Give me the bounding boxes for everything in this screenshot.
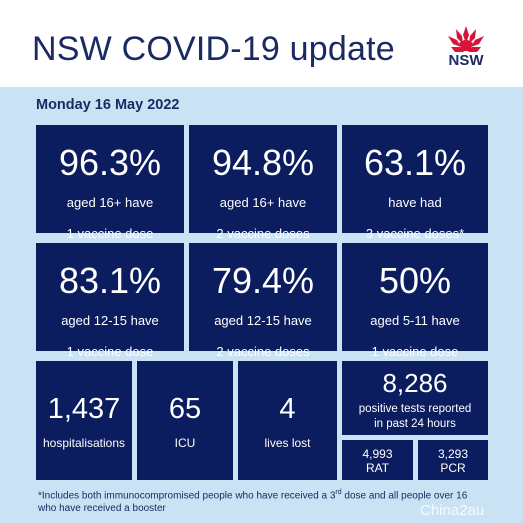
stat-label: 3 vaccine doses* (365, 226, 465, 241)
positive-tests-card: 8,286 positive tests reported in past 24… (342, 361, 488, 435)
logo-text: NSW (448, 52, 484, 69)
waratah-logo-icon (448, 26, 484, 52)
stat-label: aged 5-11 have (370, 313, 460, 328)
stat-value: 96.3% (58, 142, 162, 183)
stat-value: 3,293 (437, 447, 469, 461)
footnote-superscript: rd (335, 489, 342, 496)
stat-label: 1 vaccine dose (66, 344, 154, 359)
stat-label: hospitalisations (42, 436, 126, 450)
hospitalisations-card: 1,437 hospitalisations (36, 361, 132, 480)
icu-card: 65 ICU (137, 361, 233, 480)
footnote: *Includes both immunocompromised people … (38, 486, 488, 515)
stat-value: 83.1% (58, 260, 162, 301)
stat-label: 1 vaccine dose (371, 344, 459, 359)
stat-label: aged 12-15 have (214, 313, 312, 328)
vaccine-dose3-card: 63.1% have had 3 vaccine doses* (342, 125, 488, 241)
stat-label: 2 vaccine doses (216, 226, 310, 241)
stat-label: aged 16+ have (219, 195, 307, 210)
stat-label: aged 12-15 have (61, 313, 159, 328)
vaccine-12-15-dose1-card: 83.1% aged 12-15 have 1 vaccine dose (36, 243, 184, 359)
stat-value: 1,437 (47, 393, 121, 425)
stat-label: have had (388, 195, 442, 210)
header: NSW COVID-19 update NSW (0, 0, 523, 87)
watermark: Chinа2au (420, 502, 485, 519)
vaccine-16-dose1-card: 96.3% aged 16+ have 1 vaccine dose (36, 125, 184, 241)
stat-value: 65 (168, 393, 202, 425)
stat-label: aged 16+ have (66, 195, 154, 210)
stat-label: 2 vaccine doses (216, 344, 310, 359)
pcr-card: 3,293 PCR (418, 440, 488, 480)
lives-lost-card: 4 lives lost (238, 361, 337, 480)
stat-value: 79.4% (211, 260, 315, 301)
stat-label: PCR (440, 461, 466, 475)
vaccine-5-11-dose1-card: 50% aged 5-11 have 1 vaccine dose (342, 243, 488, 359)
vaccine-12-15-dose2-card: 79.4% aged 12-15 have 2 vaccine doses (189, 243, 337, 359)
footnote-text: *Includes both immunocompromised people … (38, 490, 336, 502)
stat-label: ICU (174, 436, 196, 450)
stat-label: positive tests reported (358, 403, 472, 415)
stat-value: 4 (279, 393, 296, 425)
vaccine-16-dose2-card: 94.8% aged 16+ have 2 vaccine doses (189, 125, 337, 241)
stat-value: 94.8% (211, 142, 315, 183)
stat-value: 4,993 (362, 447, 393, 461)
stat-label: in past 24 hours (374, 418, 456, 430)
stat-label: lives lost (264, 436, 311, 450)
stat-value: 63.1% (363, 142, 467, 183)
stat-value: 8,286 (382, 368, 448, 398)
stat-label: RAT (365, 461, 390, 475)
page-title: NSW COVID-19 update (32, 30, 395, 68)
footnote-text: dose and all people over 16 who have rec… (38, 490, 468, 515)
report-date: Monday 16 May 2022 (36, 97, 180, 113)
stat-value: 50% (378, 260, 452, 301)
rat-card: 4,993 RAT (342, 440, 413, 480)
stat-label: 1 vaccine dose (66, 226, 154, 241)
